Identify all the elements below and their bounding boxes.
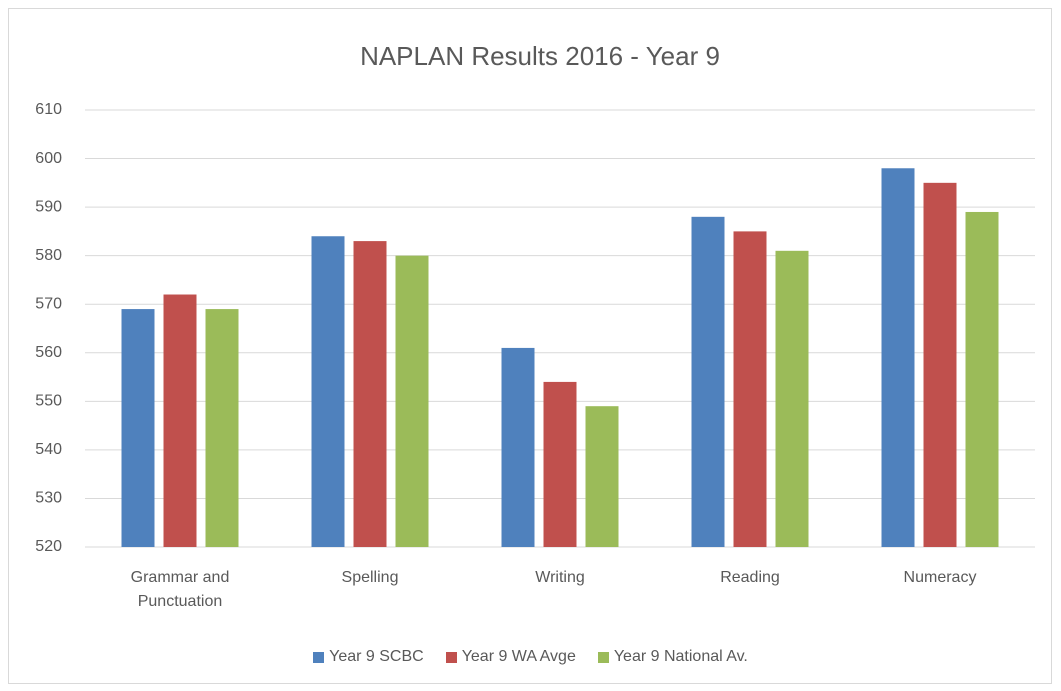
legend-label: Year 9 National Av. — [613, 648, 748, 665]
y-tick-label: 580 — [35, 247, 62, 264]
y-tick-label: 610 — [35, 101, 62, 118]
legend-item: Year 9 National Av. — [597, 648, 748, 666]
bar — [311, 236, 345, 547]
bar — [733, 231, 767, 547]
bar — [395, 255, 429, 547]
bar — [881, 168, 915, 547]
y-tick-label: 560 — [35, 344, 62, 361]
bar — [353, 241, 387, 547]
y-tick-label: 600 — [35, 150, 62, 167]
bar — [691, 216, 725, 548]
y-tick-label: 520 — [35, 538, 62, 555]
chart-title: NAPLAN Results 2016 - Year 9 — [360, 41, 720, 71]
bar — [163, 294, 197, 547]
legend-swatch — [445, 651, 457, 663]
legend-label: Year 9 SCBC — [329, 648, 424, 665]
bar — [501, 347, 535, 547]
bar — [775, 250, 809, 548]
bar — [923, 182, 957, 548]
legend-item: Year 9 SCBC — [313, 648, 424, 666]
y-tick-label: 550 — [35, 393, 62, 410]
bar — [965, 211, 999, 547]
x-tick-label: Numeracy — [903, 569, 977, 586]
x-tick-label: Writing — [535, 569, 585, 586]
y-tick-label: 530 — [35, 490, 62, 507]
x-tick-label: Reading — [720, 569, 780, 586]
x-tick-label: Grammar and Punctuation — [130, 569, 230, 610]
y-tick-label: 590 — [35, 198, 62, 215]
bar — [543, 381, 577, 547]
bar — [205, 309, 239, 547]
legend-swatch — [597, 651, 609, 663]
y-tick-label: 570 — [35, 295, 62, 312]
y-tick-label: 540 — [35, 441, 62, 458]
legend: Year 9 SCBC Year 9 WA Avge Year 9 National… — [0, 648, 1061, 666]
bar — [121, 309, 155, 547]
bar — [585, 406, 619, 547]
legend-label: Year 9 WA Avge — [461, 648, 576, 665]
legend-item: Year 9 WA Avge — [445, 648, 576, 666]
x-tick-label: Spelling — [341, 569, 399, 586]
legend-swatch — [313, 651, 325, 663]
